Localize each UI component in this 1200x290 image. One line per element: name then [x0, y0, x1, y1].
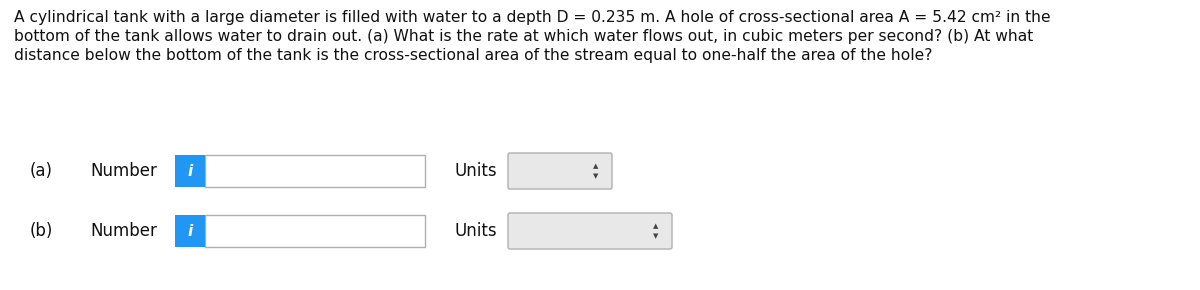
Bar — [175, 215, 205, 247]
Text: (a): (a) — [30, 162, 53, 180]
Text: Number: Number — [90, 222, 157, 240]
Bar — [205, 215, 425, 247]
Text: A cylindrical tank with a large diameter is filled with water to a depth D = 0.2: A cylindrical tank with a large diameter… — [14, 10, 1051, 25]
Text: distance below the bottom of the tank is the cross-sectional area of the stream : distance below the bottom of the tank is… — [14, 48, 932, 63]
Text: ▲: ▲ — [653, 223, 659, 229]
Bar — [175, 155, 205, 187]
Text: ▲: ▲ — [593, 163, 599, 169]
Text: bottom of the tank allows water to drain out. (a) What is the rate at which wate: bottom of the tank allows water to drain… — [14, 29, 1033, 44]
Text: ▼: ▼ — [593, 173, 599, 179]
Text: Number: Number — [90, 162, 157, 180]
Bar — [205, 155, 425, 187]
Text: Units: Units — [455, 162, 498, 180]
Text: i: i — [187, 164, 193, 179]
FancyBboxPatch shape — [508, 213, 672, 249]
Text: Units: Units — [455, 222, 498, 240]
Text: (b): (b) — [30, 222, 53, 240]
Text: ▼: ▼ — [653, 233, 659, 239]
Text: i: i — [187, 224, 193, 238]
FancyBboxPatch shape — [508, 153, 612, 189]
